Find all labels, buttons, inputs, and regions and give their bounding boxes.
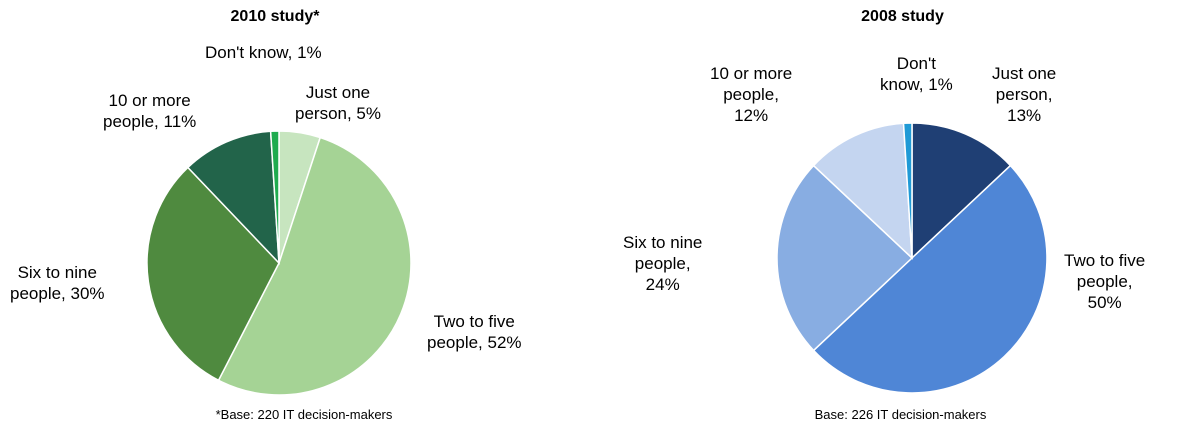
pie-slice-don-t-know (902, 122, 913, 259)
pie-slice-two-to-five-people (217, 136, 412, 396)
pie-chart-2008 (776, 122, 1048, 394)
chart-title: 2010 study* (230, 8, 320, 25)
slice-label-just-one: Just one person, 5% (295, 83, 381, 123)
pie-chart-2010 (146, 130, 412, 396)
slice-label-ten-or-more: 10 or more people, 12% (710, 64, 793, 125)
base-note: Base: 226 IT decision-makers (814, 407, 987, 422)
slice-label-dont-know: Don't know, 1% (880, 54, 953, 94)
chart-2010: 2010 study* Don't know, 1% Just one perso… (0, 0, 580, 428)
slice-label-two-to-five: Two to five people, 52% (427, 312, 522, 352)
slice-label-six-to-nine: Six to nine people, 30% (10, 263, 105, 303)
pie-slice-10-or-more-people (812, 122, 913, 260)
slice-label-ten-or-more: 10 or more people, 11% (103, 91, 197, 131)
slice-label-two-to-five: Two to five people, 50% (1064, 251, 1146, 312)
pie-slice-six-to-nine-people (776, 164, 914, 352)
pie-slice-six-to-nine-people (146, 166, 280, 382)
pie-slice-don-t-know (269, 130, 280, 264)
chart-2008: 2008 study Don't know, 1% Just one person,… (600, 0, 1181, 428)
slice-label-just-one: Just one person, 13% (992, 64, 1057, 125)
slice-label-six-to-nine: Six to nine people, 24% (623, 233, 703, 294)
chart-title: 2008 study (861, 8, 944, 25)
pie-slice-10-or-more-people (186, 130, 280, 266)
base-note: *Base: 220 IT decision-makers (215, 407, 393, 422)
pie-slice-two-to-five-people (812, 164, 1048, 394)
slice-label-dont-know: Don't know, 1% (205, 43, 322, 62)
pie-slice-just-one-person (911, 122, 1012, 260)
